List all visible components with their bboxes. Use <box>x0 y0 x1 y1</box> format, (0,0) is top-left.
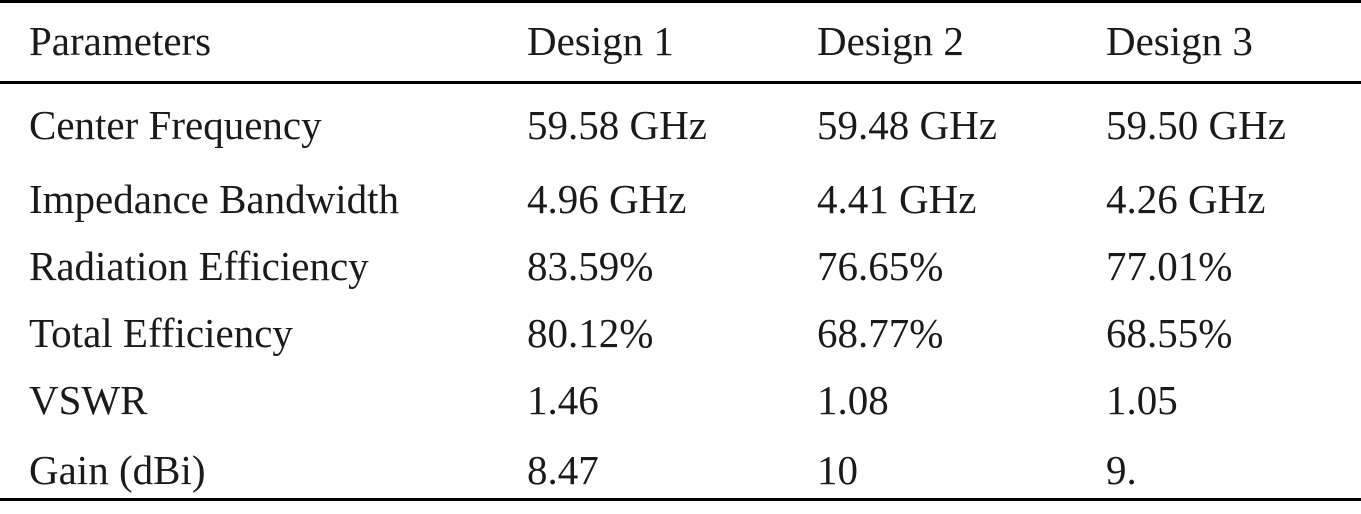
table-cell: 77.01% <box>1106 243 1233 289</box>
row-label: Total Efficiency <box>29 310 293 356</box>
table-cell: 68.77% <box>817 310 944 356</box>
row-label: VSWR <box>29 377 148 423</box>
table-cell: 4.96 GHz <box>527 176 687 222</box>
table-cell: 8.47 <box>527 446 599 493</box>
table-cell: 59.58 GHz <box>527 101 707 148</box>
table-cell: 1.46 <box>527 377 599 423</box>
table-top-rule <box>0 0 1361 3</box>
table-header-row: Parameters Design 1 Design 2 Design 3 <box>0 0 1361 84</box>
table-cell: 10 <box>817 446 858 493</box>
row-label: Impedance Bandwidth <box>29 176 400 222</box>
table-cell: 76.65% <box>817 243 944 289</box>
column-header-parameters: Parameters <box>29 17 212 64</box>
table-cell: 83.59% <box>527 243 654 289</box>
table-bottom-rule <box>0 498 1361 501</box>
table-cell: 59.48 GHz <box>817 101 997 148</box>
row-label: Center Frequency <box>29 101 322 148</box>
table-cell: 4.26 GHz <box>1106 176 1266 222</box>
table-header-rule <box>0 81 1361 84</box>
table-row: VSWR 1.46 1.08 1.05 <box>0 367 1361 434</box>
row-label: Gain (dBi) <box>29 446 206 493</box>
table-row: Total Efficiency 80.12% 68.77% 68.55% <box>0 300 1361 367</box>
table-row: Impedance Bandwidth 4.96 GHz 4.41 GHz 4.… <box>0 166 1361 233</box>
row-label: Radiation Efficiency <box>29 243 369 289</box>
column-header-design-1: Design 1 <box>527 17 674 64</box>
table-row: Gain (dBi) 8.47 10 9. <box>0 434 1361 514</box>
table-cell: 1.08 <box>817 377 889 423</box>
table-row: Radiation Efficiency 83.59% 76.65% 77.01… <box>0 233 1361 300</box>
table-cell: 9. <box>1106 446 1137 493</box>
table-row: Center Frequency 59.58 GHz 59.48 GHz 59.… <box>0 84 1361 166</box>
table-cell: 1.05 <box>1106 377 1178 423</box>
table-cell: 4.41 GHz <box>817 176 977 222</box>
column-header-design-3: Design 3 <box>1106 17 1253 64</box>
table-cell: 80.12% <box>527 310 654 356</box>
column-header-design-2: Design 2 <box>817 17 964 64</box>
table-cell: 68.55% <box>1106 310 1233 356</box>
table-cell: 59.50 GHz <box>1106 101 1286 148</box>
